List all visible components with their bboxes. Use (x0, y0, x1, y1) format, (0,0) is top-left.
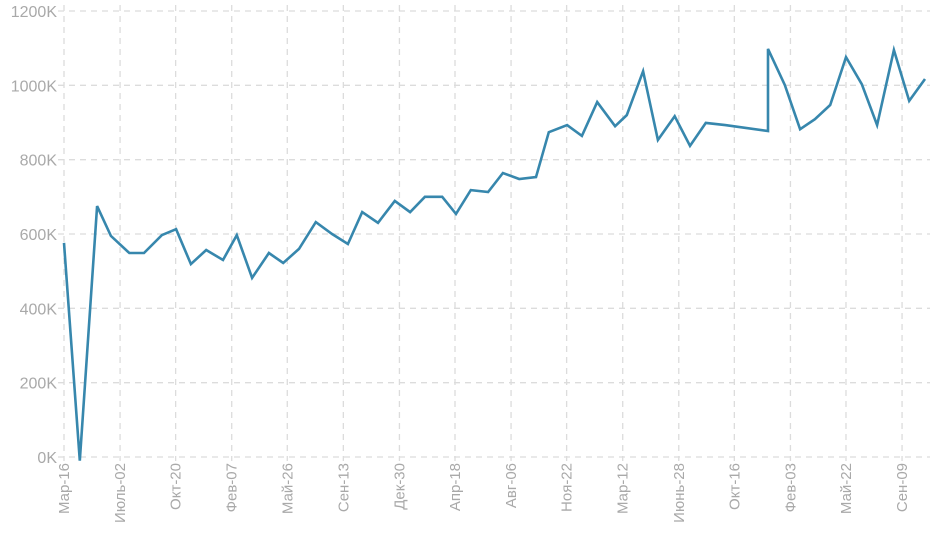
x-tick-label: Мар-12 (615, 463, 632, 514)
y-tick-label: 1000K (11, 78, 58, 95)
x-tick-label: Июль-02 (112, 463, 129, 523)
y-axis-labels: 0K 200K 400K 600K 800K 1000K 1200K (11, 4, 58, 467)
y-tick-label: 600K (20, 227, 58, 244)
x-tick-label: Авг-06 (503, 463, 520, 508)
x-tick-label: Ноя-22 (559, 463, 576, 512)
y-tick-label: 800K (20, 153, 58, 170)
y-tick-label: 0K (37, 450, 57, 467)
series-line (62, 44, 927, 461)
x-tick-label: Май-22 (838, 463, 855, 514)
x-tick-label: Фев-07 (224, 463, 241, 512)
x-tick-label: Апр-18 (447, 463, 464, 511)
y-tick-label: 1200K (11, 4, 58, 21)
x-tick-label: Мар-16 (56, 463, 73, 514)
x-tick-label: Сен-09 (894, 463, 911, 512)
x-tick-label: Май-26 (279, 463, 296, 514)
x-tick-label: Окт-20 (168, 463, 185, 510)
y-tick-label: 200K (20, 376, 58, 393)
x-tick-label: Фев-03 (782, 463, 799, 512)
x-tick-label: Сен-13 (335, 463, 352, 512)
x-tick-label: Июнь-28 (671, 463, 688, 523)
x-tick-label: Дек-30 (391, 463, 408, 510)
series (62, 44, 927, 461)
x-axis-labels: Мар-16 Июль-02 Окт-20 Фев-07 Май-26 Сен-13 Дек… (56, 463, 911, 523)
grid (58, 5, 930, 461)
y-tick-label: 400K (20, 301, 58, 318)
x-tick-label: Окт-16 (726, 463, 743, 510)
